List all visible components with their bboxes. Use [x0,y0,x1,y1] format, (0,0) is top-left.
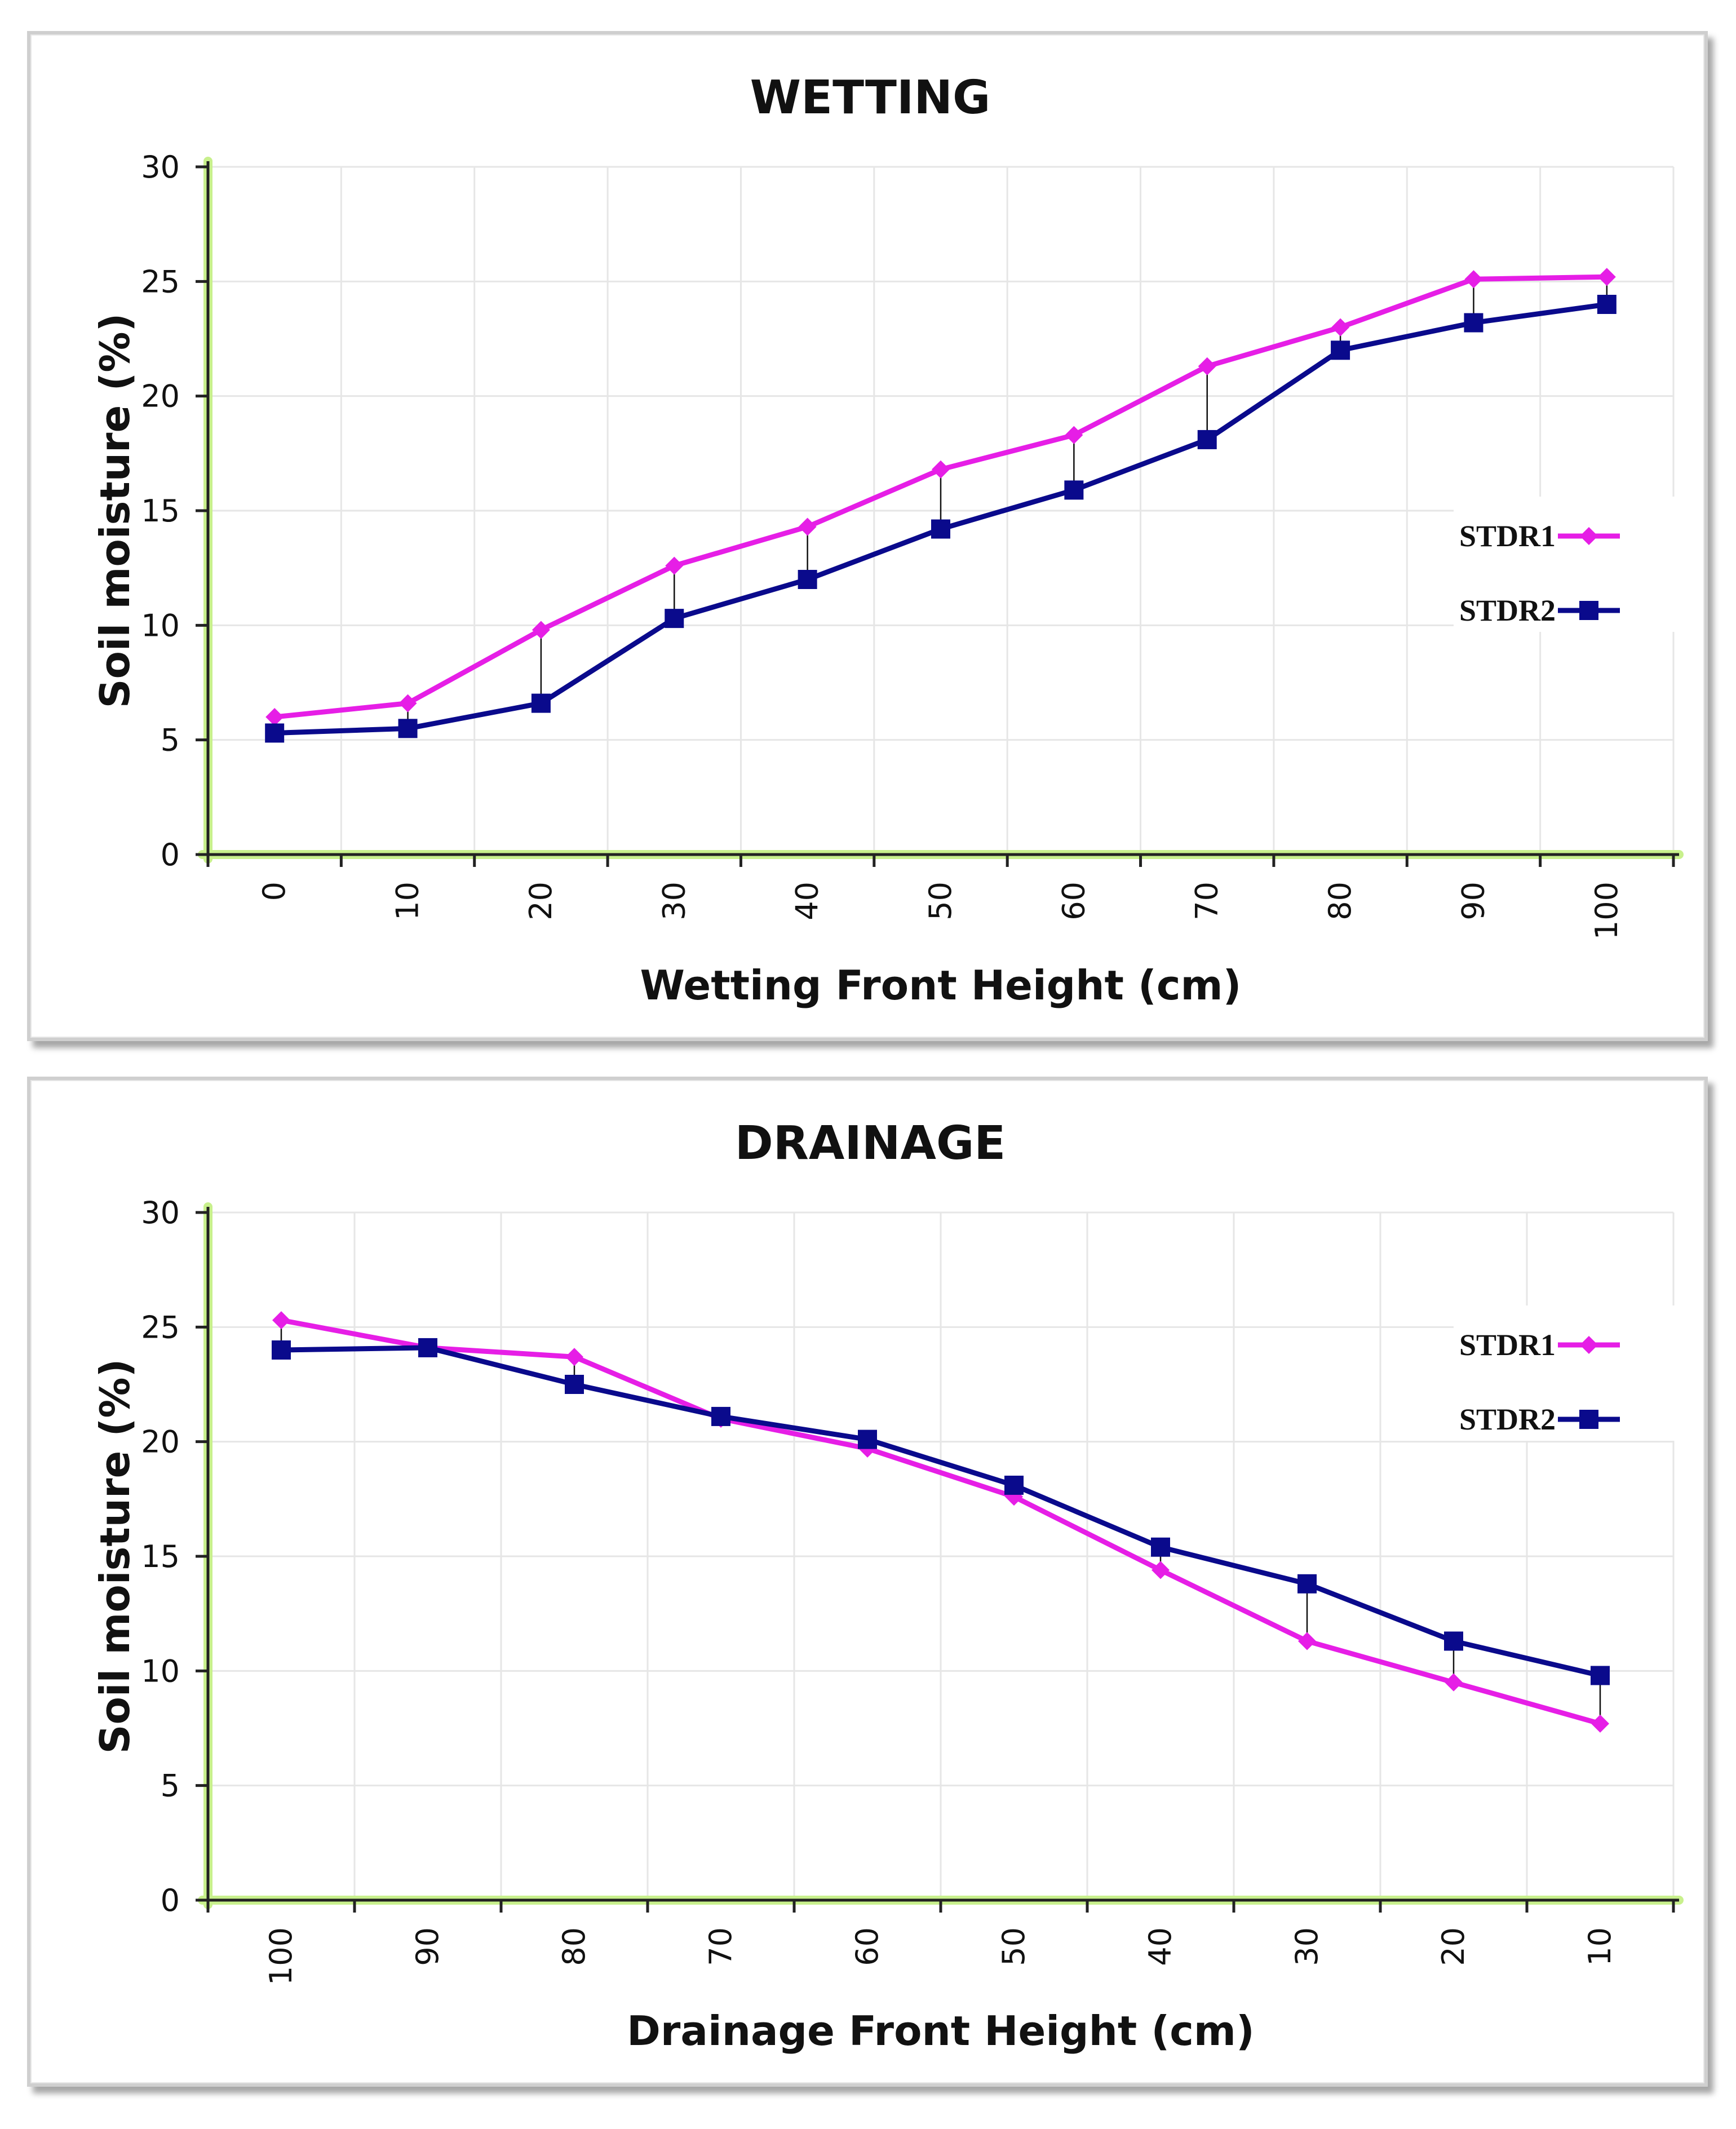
y-tick-label: 30 [141,149,180,185]
data-point-stdr2 [565,1375,584,1394]
y-tick-label: 5 [161,1768,180,1804]
x-tick-label: 10 [390,882,426,920]
x-tick-label: 0 [256,882,292,901]
data-point-stdr1 [265,708,284,726]
y-tick-label: 15 [141,1539,180,1574]
data-point-stdr1 [665,556,684,575]
data-point-stdr2 [1004,1475,1024,1495]
data-point-stdr1 [1591,1714,1609,1733]
data-point-stdr2 [1464,313,1483,333]
y-tick-label: 20 [141,379,180,414]
wetting-chart-svg: WETTING 0 5 10 15 20 25 30 0 10 20 30 40 50 60 70 80 90 10… [91,71,1696,1009]
data-point-stdr2 [265,723,285,743]
legend-label-stdr1: STDR1 [1459,1328,1556,1362]
data-point-stdr1 [1005,1488,1023,1506]
x-axis-title: Drainage Front Height (cm) [627,2007,1255,2055]
data-point-stdr2 [711,1406,730,1426]
data-point-stdr1 [798,517,817,536]
data-point-stdr1 [565,1348,583,1366]
data-point-stdr2 [272,1340,291,1360]
chart-title: DRAINAGE [735,1117,1006,1170]
x-tick-label: 80 [556,1927,592,1966]
y-axis-title: Soil moisture (%) [91,1359,139,1754]
x-tick-label: 70 [1189,882,1225,920]
drainage-chart-svg: DRAINAGE 0 5 10 15 20 25 30 100 90 80 70 60 50 40 30 20 1… [91,1117,1696,2055]
data-point-stdr2 [398,719,418,738]
x-tick-label: 50 [923,882,958,920]
x-tick-label: 70 [703,1927,738,1966]
y-tick-label: 10 [141,608,180,643]
data-point-stdr2 [1597,295,1617,314]
data-point-stdr2 [858,1429,877,1449]
data-point-stdr1 [1065,426,1083,444]
y-tick-label: 30 [141,1195,180,1231]
data-point-stdr2 [1444,1631,1463,1651]
y-axis-title: Soil moisture (%) [91,313,139,709]
data-point-stdr2 [1591,1666,1610,1685]
data-point-stdr2 [1064,480,1084,500]
legend-label-stdr2: STDR2 [1459,1402,1556,1436]
legend-marker-stdr1 [1580,527,1598,545]
data-point-stdr1 [1464,270,1483,289]
legend-marker-stdr2 [1579,1410,1598,1429]
x-tick-label: 90 [1455,882,1491,920]
data-point-stdr1 [398,694,417,712]
y-tick-label: 25 [141,1309,180,1345]
data-point-stdr2 [665,609,684,628]
data-point-stdr2 [1331,340,1350,360]
chart-panel-drainage: DRAINAGE 0 5 10 15 20 25 30 100 90 80 70 60 50 40 30 20 1… [27,1077,1708,2087]
data-point-stdr2 [931,519,950,539]
x-tick-label: 50 [996,1927,1031,1966]
y-tick-label: 0 [161,1883,180,1918]
data-point-stdr1 [272,1311,290,1330]
y-tick-label: 10 [141,1653,180,1689]
x-tick-label: 40 [790,882,825,920]
y-tick-label: 25 [141,264,180,299]
data-point-stdr1 [1331,318,1350,337]
x-tick-label: 80 [1322,882,1358,920]
data-point-stdr1 [1597,268,1616,286]
y-tick-label: 15 [141,493,180,529]
x-tick-label: 60 [849,1927,885,1966]
x-tick-label: 90 [410,1927,445,1966]
data-point-stdr1 [532,621,550,639]
data-point-stdr1 [932,460,950,479]
x-tick-label: 20 [523,882,559,920]
x-axis-title: Wetting Front Height (cm) [640,962,1242,1009]
y-tick-label: 20 [141,1424,180,1460]
y-tick-label: 5 [161,723,180,758]
x-tick-label: 10 [1582,1927,1618,1966]
data-point-stdr2 [1197,430,1217,449]
y-tick-label: 0 [161,837,180,873]
data-point-stdr2 [1151,1537,1170,1557]
x-tick-label: 100 [1589,882,1624,940]
legend-label-stdr2: STDR2 [1459,594,1556,627]
data-point-stdr2 [418,1338,437,1357]
series-line-stdr2 [281,1345,1601,1678]
chart-panel-wetting: WETTING 0 5 10 15 20 25 30 0 10 20 30 40 50 60 70 80 90 10… [27,31,1708,1041]
data-point-stdr2 [1297,1574,1317,1594]
chart-title: WETTING [750,71,991,125]
legend-marker-stdr1 [1580,1336,1598,1354]
data-point-stdr1 [1152,1561,1170,1579]
x-tick-label: 100 [263,1927,299,1985]
x-tick-label: 30 [656,882,692,920]
x-tick-label: 20 [1436,1927,1471,1966]
x-tick-label: 60 [1056,882,1091,920]
x-tick-label: 30 [1289,1927,1325,1966]
legend-label-stdr1: STDR1 [1459,519,1556,553]
x-tick-label: 40 [1142,1927,1178,1966]
legend-marker-stdr2 [1579,601,1598,620]
series-line-stdr1 [281,1317,1601,1727]
data-point-stdr1 [1445,1673,1463,1692]
data-point-stdr1 [1298,1632,1316,1650]
data-point-stdr2 [531,693,551,713]
data-point-stdr2 [798,570,817,589]
data-point-stdr1 [1198,357,1216,375]
